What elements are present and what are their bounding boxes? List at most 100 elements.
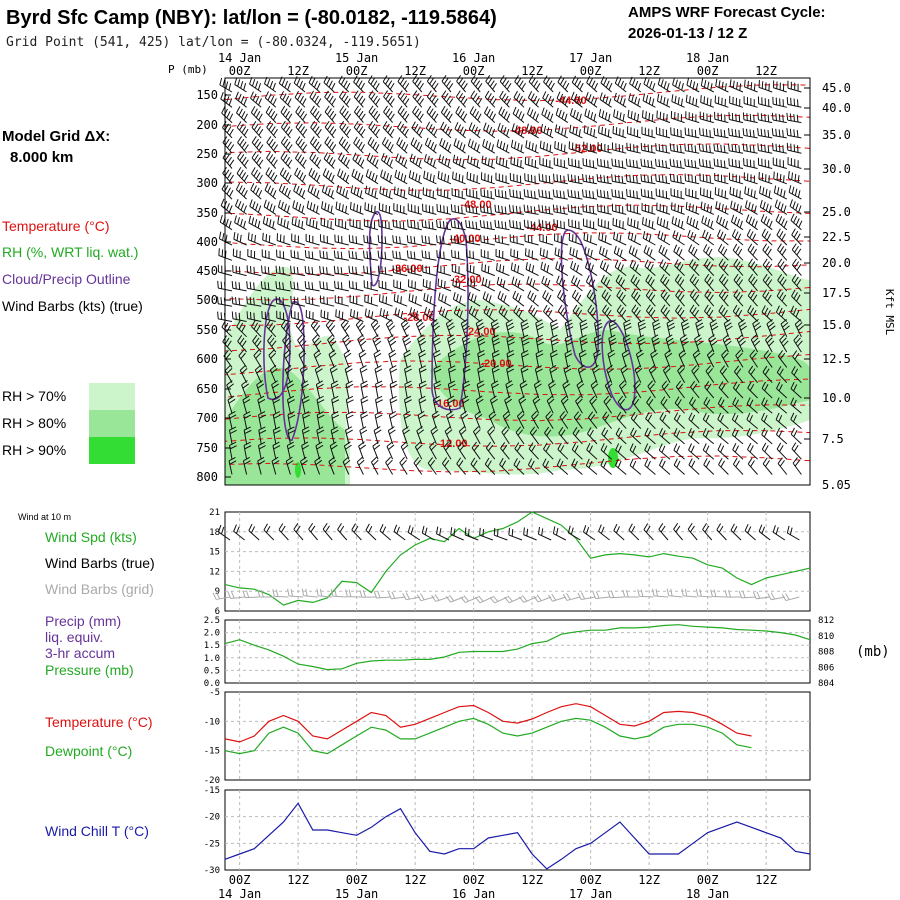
upper-wind-barb (236, 121, 249, 139)
upper-wind-barb (338, 152, 350, 169)
upper-wind-barb (717, 229, 729, 246)
upper-wind-barb (439, 137, 452, 154)
sfc-wind-barb-true (537, 526, 552, 541)
upper-wind-barb (453, 306, 466, 322)
upper-wind-barb (280, 136, 293, 154)
upper-wind-barb (554, 247, 569, 261)
upper-wind-barbs (216, 74, 805, 475)
upper-wind-barb (383, 105, 395, 123)
temperature-contour (224, 232, 811, 253)
upper-wind-barb (643, 245, 656, 261)
upper-wind-barb (699, 187, 714, 200)
upper-wind-barb (621, 349, 630, 368)
upper-wind-barb (324, 136, 337, 154)
upper-wind-barb (353, 136, 366, 154)
upper-wind-barb (348, 265, 364, 277)
upper-wind-barb (541, 275, 554, 292)
sfc-wind-barb-true (365, 523, 377, 541)
upper-wind-barb (613, 231, 627, 246)
upper-wind-barb (629, 259, 642, 276)
upper-wind-barb (378, 294, 393, 307)
upper-wind-barb (527, 290, 539, 307)
upper-wind-barb (597, 142, 612, 154)
upper-wind-barb (339, 120, 351, 139)
upper-wind-barb (541, 107, 554, 124)
upper-wind-barb (674, 259, 685, 276)
upper-wind-barb (433, 380, 442, 399)
upper-wind-barb (791, 243, 802, 261)
upper-wind-barb (509, 172, 525, 185)
upper-wind-barb (319, 265, 335, 277)
upper-wind-barb (704, 380, 715, 399)
upper-wind-barb (359, 365, 368, 383)
upper-wind-barb (363, 280, 379, 292)
upper-wind-barb (263, 199, 277, 215)
upper-wind-barb (440, 121, 453, 139)
upper-wind-barb (705, 365, 715, 383)
upper-wind-barb (499, 457, 510, 475)
upper-wind-barb (437, 264, 452, 277)
wind-10m-label: Wind at 10 m (18, 512, 71, 522)
pressure-tick: 800 (196, 470, 218, 484)
upper-wind-barb (600, 274, 612, 292)
upper-wind-barb (786, 142, 802, 154)
upper-wind-barb (729, 95, 744, 108)
upper-wind-barb (538, 204, 554, 215)
sfc-wind-barb-true (337, 523, 348, 541)
sfc-wind-barb-true (248, 523, 260, 541)
upper-wind-barb (713, 158, 729, 169)
upper-wind-barb (301, 441, 310, 460)
station-title: Byrd Sfc Camp (NBY): lat/lon = (-80.0182… (6, 7, 497, 29)
upper-wind-barb (637, 334, 646, 353)
upper-wind-barb (661, 380, 671, 399)
upper-wind-barb (654, 158, 671, 169)
upper-wind-barb (678, 349, 687, 368)
upper-wind-barb (392, 219, 408, 231)
wind-chill-line (224, 802, 811, 870)
rh90-swatch (89, 437, 135, 464)
upper-wind-barb (298, 349, 307, 368)
upper-wind-barb (370, 456, 379, 475)
upper-wind-barb (761, 397, 773, 414)
sfc-wind-barb-true (464, 527, 479, 541)
upper-wind-barb (516, 410, 525, 429)
upper-wind-barb (407, 219, 422, 231)
upper-wind-barb (480, 249, 495, 261)
upper-wind-barb (615, 443, 627, 460)
upper-wind-barb (633, 380, 642, 399)
upper-wind-barb (431, 410, 440, 429)
upper-wind-barb (761, 427, 773, 445)
upper-wind-barb (435, 235, 452, 246)
upper-wind-barb (247, 248, 262, 261)
upper-wind-barb (771, 112, 787, 124)
upper-wind-barb (378, 202, 393, 215)
upper-wind-barb (447, 334, 456, 353)
upper-wind-barb (441, 457, 452, 475)
upper-wind-barb (506, 349, 515, 368)
upper-wind-barb (535, 349, 544, 368)
upper-wind-barb (757, 112, 773, 124)
upper-wind-barb (276, 310, 291, 322)
upper-wind-barb (617, 395, 627, 414)
upper-wind-barb (374, 365, 383, 383)
upper-wind-barb (295, 319, 306, 338)
upper-wind-barb (498, 305, 510, 322)
upper-wind-barb (611, 174, 627, 185)
upper-wind-barb (219, 214, 233, 231)
upper-wind-barb (524, 248, 539, 261)
upper-wind-barb (512, 290, 525, 307)
upper-wind-barb (475, 395, 484, 414)
upper-wind-barb (426, 105, 439, 123)
upper-wind-barb (465, 188, 481, 200)
upper-wind-barb (498, 106, 511, 123)
upper-wind-barb (319, 295, 335, 307)
upper-wind-barb (718, 273, 729, 292)
upper-wind-barb (294, 90, 307, 108)
temperature-contour (224, 143, 811, 166)
upper-wind-barb (437, 171, 452, 185)
upper-wind-barb (718, 381, 729, 399)
upper-wind-barb (571, 289, 583, 307)
temperature-frame (224, 691, 811, 781)
upper-wind-barb (265, 167, 278, 185)
upper-wind-barb (774, 199, 788, 215)
